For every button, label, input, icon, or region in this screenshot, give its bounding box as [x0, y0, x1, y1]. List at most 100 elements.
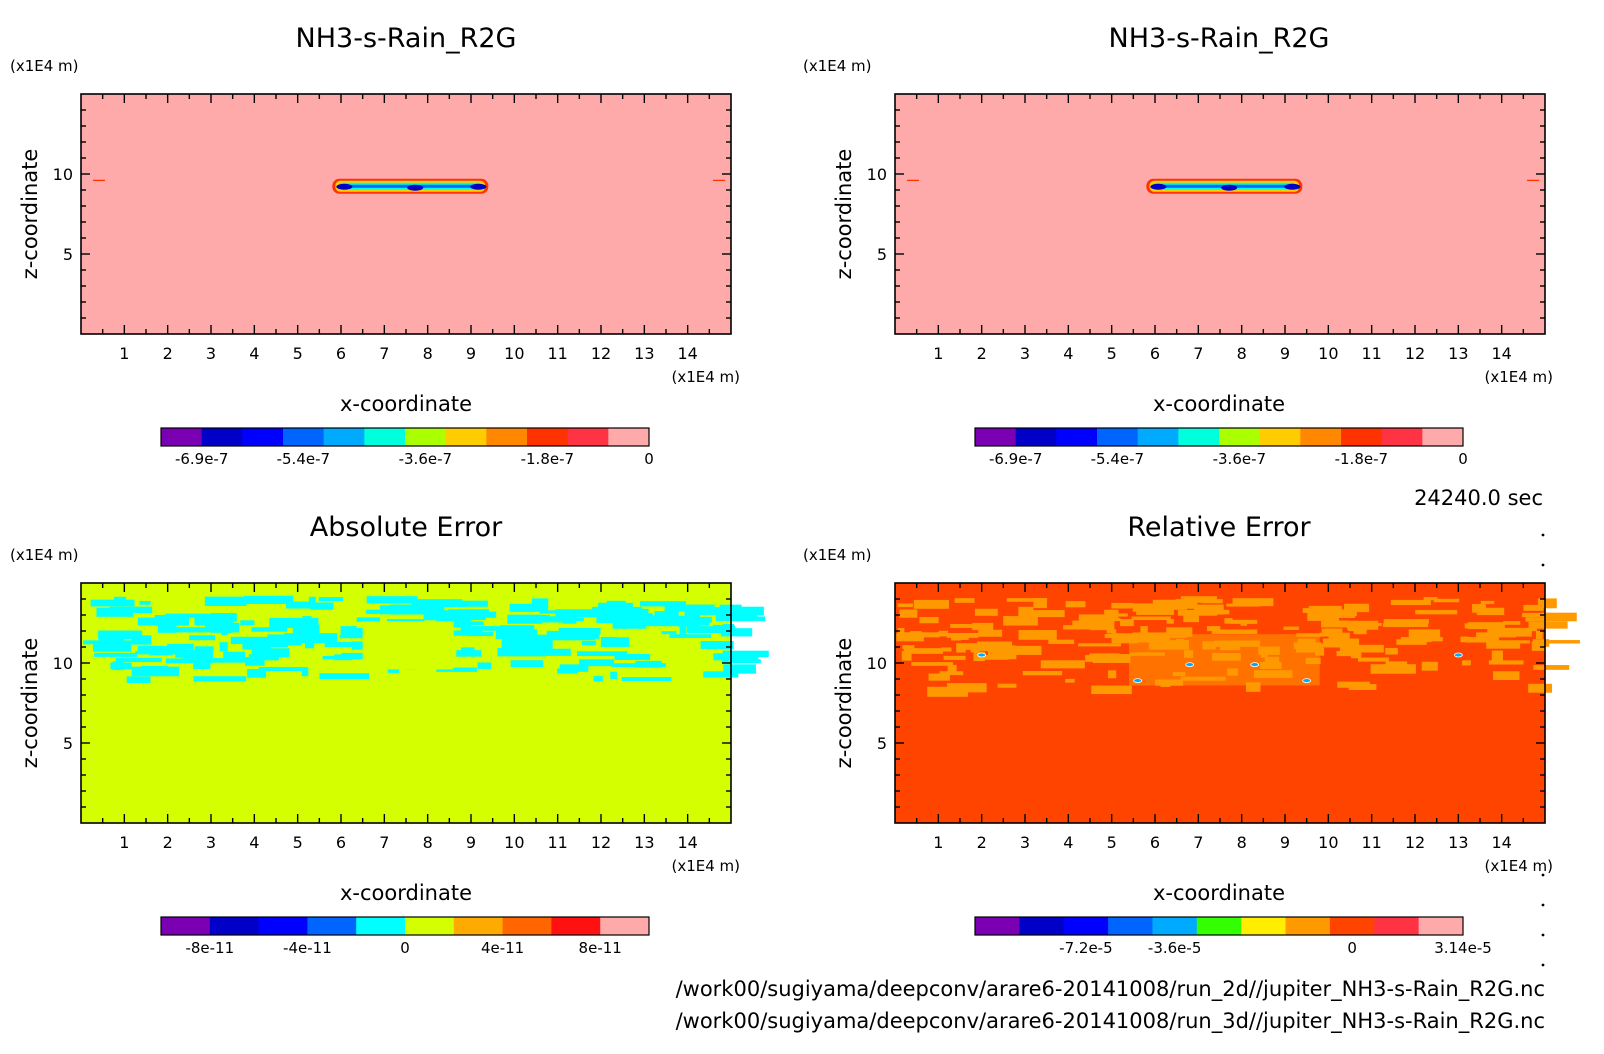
error-patch: [1528, 683, 1553, 693]
panel-2-colorbar: -6.9e-7 -5.4e-7 -3.6e-7 -1.8e-7 0: [974, 427, 1468, 468]
error-patch: [340, 626, 357, 636]
panel-1-title: NH3-s-Rain_R2G: [296, 23, 517, 54]
error-patch: [1166, 627, 1193, 637]
error-patch: [1003, 645, 1016, 649]
colorbar-frame: [974, 427, 1464, 447]
error-patch: [1421, 661, 1438, 671]
error-patch: [1201, 599, 1223, 604]
x-tick-label: 2: [977, 344, 987, 363]
error-patch: [456, 650, 482, 657]
x-tick-label: 9: [466, 344, 476, 363]
error-patch: [1283, 626, 1299, 630]
file-path-3d: /work00/sugiyama/deepconv/arare6-2014100…: [676, 1009, 1545, 1034]
error-patch: [956, 634, 969, 640]
error-patch: [1462, 660, 1471, 666]
colorbar-swatch: [1329, 917, 1375, 935]
colorbar-swatch: [1137, 428, 1179, 446]
error-patch: [1533, 665, 1570, 670]
error-patch: [1465, 637, 1500, 643]
error-patch: [1111, 602, 1133, 609]
error-patch: [1337, 681, 1370, 688]
error-patch: [723, 664, 756, 674]
x-tick-label: 6: [336, 833, 346, 852]
error-patch: [497, 647, 546, 657]
x-tick-label: 11: [547, 833, 567, 852]
error-patch: [247, 668, 267, 678]
error-patch: [598, 602, 633, 610]
error-patch: [1018, 606, 1034, 617]
error-patch: [1180, 596, 1217, 603]
x-tick-label: 5: [293, 833, 303, 852]
x-tick-label: 11: [1361, 344, 1381, 363]
colorbar-swatch: [209, 917, 260, 935]
colorbar-swatch: [1418, 917, 1464, 935]
error-patch: [972, 622, 994, 631]
error-patch: [1022, 671, 1063, 676]
error-patch: [686, 626, 736, 634]
colorbar-swatch: [1422, 428, 1464, 446]
error-patch: [207, 658, 250, 663]
colorbar-tick-label: -3.6e-7: [1213, 450, 1266, 468]
error-patch: [1033, 598, 1047, 609]
colorbar-swatch: [242, 428, 284, 446]
error-patch: [559, 664, 589, 672]
error-patch: [664, 604, 715, 612]
error-patch: [1111, 633, 1139, 644]
error-patch: [950, 623, 992, 629]
y-tick-label: 10: [53, 654, 73, 673]
error-patch: [165, 658, 213, 664]
error-spot: [1185, 662, 1195, 667]
x-tick-label: 1: [933, 833, 943, 852]
error-patch: [612, 621, 647, 629]
edge-dot: [1541, 903, 1545, 907]
error-patch: [366, 596, 418, 604]
colorbar-swatch: [1019, 917, 1065, 935]
error-patch: [1048, 639, 1075, 644]
panel-1-y-label: z-coordinate: [18, 149, 42, 280]
x-tick-label: 10: [504, 344, 524, 363]
error-patch: [1488, 660, 1524, 665]
error-patch: [193, 676, 247, 682]
error-patch: [230, 636, 268, 645]
panel-3-y-unit: (x1E4 m): [10, 546, 79, 564]
x-tick-label: 4: [1063, 833, 1073, 852]
error-spot: [1453, 652, 1463, 658]
error-patch: [223, 651, 246, 660]
error-patch: [1230, 619, 1258, 624]
error-patch: [1511, 640, 1530, 644]
error-patch: [724, 616, 766, 622]
error-patch: [436, 667, 477, 672]
x-tick-label: 6: [1150, 344, 1160, 363]
error-patch: [1423, 597, 1438, 601]
colorbar-swatch: [1300, 428, 1342, 446]
panel-4-x-unit: (x1E4 m): [1484, 857, 1553, 875]
error-patch: [1307, 611, 1339, 621]
panel-3-x-label: x-coordinate: [340, 881, 472, 905]
error-patch: [429, 630, 483, 636]
error-patch: [1343, 651, 1358, 655]
error-patch: [390, 604, 445, 615]
error-patch: [913, 599, 949, 609]
error-patch: [1415, 610, 1458, 615]
x-tick-label: 7: [1193, 833, 1203, 852]
colorbar-swatch: [975, 428, 1017, 446]
error-patch: [947, 683, 987, 693]
error-patch: [1433, 598, 1460, 603]
colorbar-swatch: [600, 917, 650, 935]
colorbar-swatch: [307, 917, 357, 935]
error-patch: [1480, 600, 1495, 605]
error-patch: [439, 600, 488, 607]
error-patch: [304, 641, 315, 649]
error-patch: [1382, 623, 1429, 628]
error-patch: [654, 611, 679, 617]
error-patch: [593, 676, 603, 682]
error-patch: [954, 598, 975, 603]
edge-dot: [1541, 533, 1545, 537]
error-patch: [1111, 613, 1128, 617]
error-patch: [610, 671, 617, 679]
error-patch: [92, 643, 132, 652]
error-patch: [531, 598, 549, 607]
error-patch: [1091, 685, 1132, 695]
error-patch: [1152, 599, 1197, 609]
